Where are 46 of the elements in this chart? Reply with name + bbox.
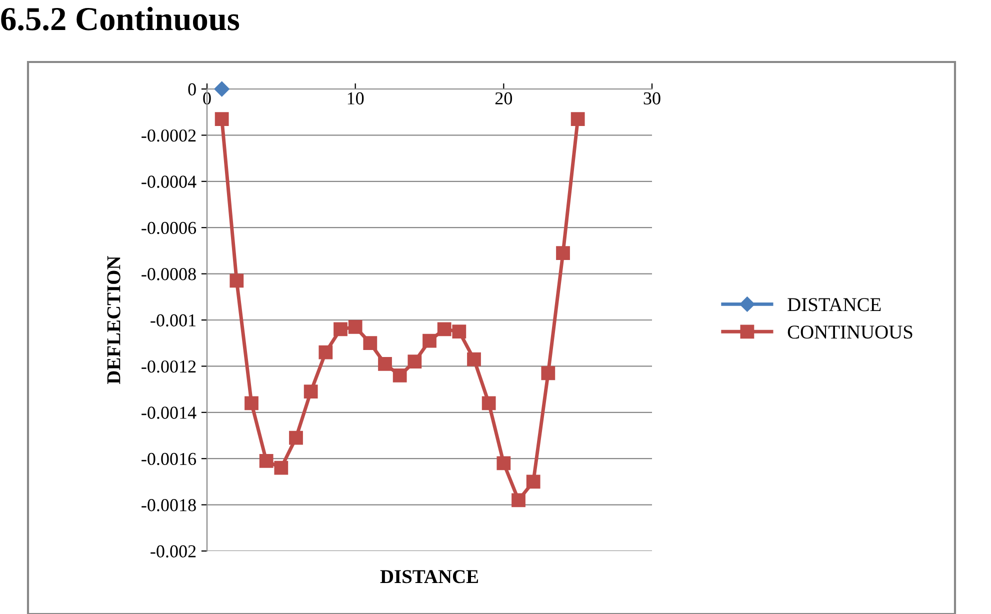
point: [378, 356, 392, 371]
y-tick-label: -0.0008: [142, 268, 196, 280]
point: [570, 112, 585, 126]
y-tick-label: -0.0016: [142, 452, 196, 466]
x-tick-label: 30: [644, 92, 660, 104]
point: [244, 396, 258, 410]
point: [304, 384, 318, 399]
y-tick-label: -0.0002: [142, 129, 196, 142]
x-tick-label: 10: [348, 92, 364, 104]
point: [259, 454, 274, 468]
y-tick-label: -0.0014: [142, 406, 196, 419]
point: [452, 324, 466, 338]
point: [422, 334, 436, 348]
point: [274, 460, 288, 475]
point: [318, 345, 333, 360]
point: [541, 366, 556, 380]
y-tick-label: -0.0004: [142, 176, 196, 188]
legend-label: DISTANCE: [788, 298, 881, 312]
y-tick-label: -0.0012: [142, 360, 196, 373]
point: [348, 320, 362, 334]
point: [467, 352, 481, 366]
y-tick-label: 0: [188, 83, 196, 96]
point: [392, 368, 407, 382]
point: [214, 112, 229, 126]
x-tick-label: 0: [203, 92, 211, 104]
point: [556, 246, 570, 260]
point: [230, 274, 244, 288]
x-axis-title: DISTANCE: [380, 570, 478, 584]
point: [526, 474, 540, 489]
y-tick-label: -0.0018: [142, 499, 196, 512]
point: [334, 322, 348, 336]
chart-title: 6.5.2 Continuous: [1, 6, 240, 30]
legend-label: CONTINUOUS: [788, 326, 912, 339]
x-tick-label: 20: [495, 92, 512, 104]
point: [496, 456, 511, 470]
point: [512, 493, 526, 508]
y-tick-label: -0.002: [150, 545, 196, 558]
y-axis-title: DEFLECTION: [107, 256, 120, 384]
point: [289, 430, 303, 445]
point: [363, 336, 378, 350]
point: [482, 396, 496, 410]
point: [437, 322, 452, 336]
point: [214, 81, 230, 97]
y-tick-label: -0.001: [150, 314, 196, 327]
y-tick-label: -0.0006: [142, 222, 196, 234]
point: [408, 354, 422, 369]
